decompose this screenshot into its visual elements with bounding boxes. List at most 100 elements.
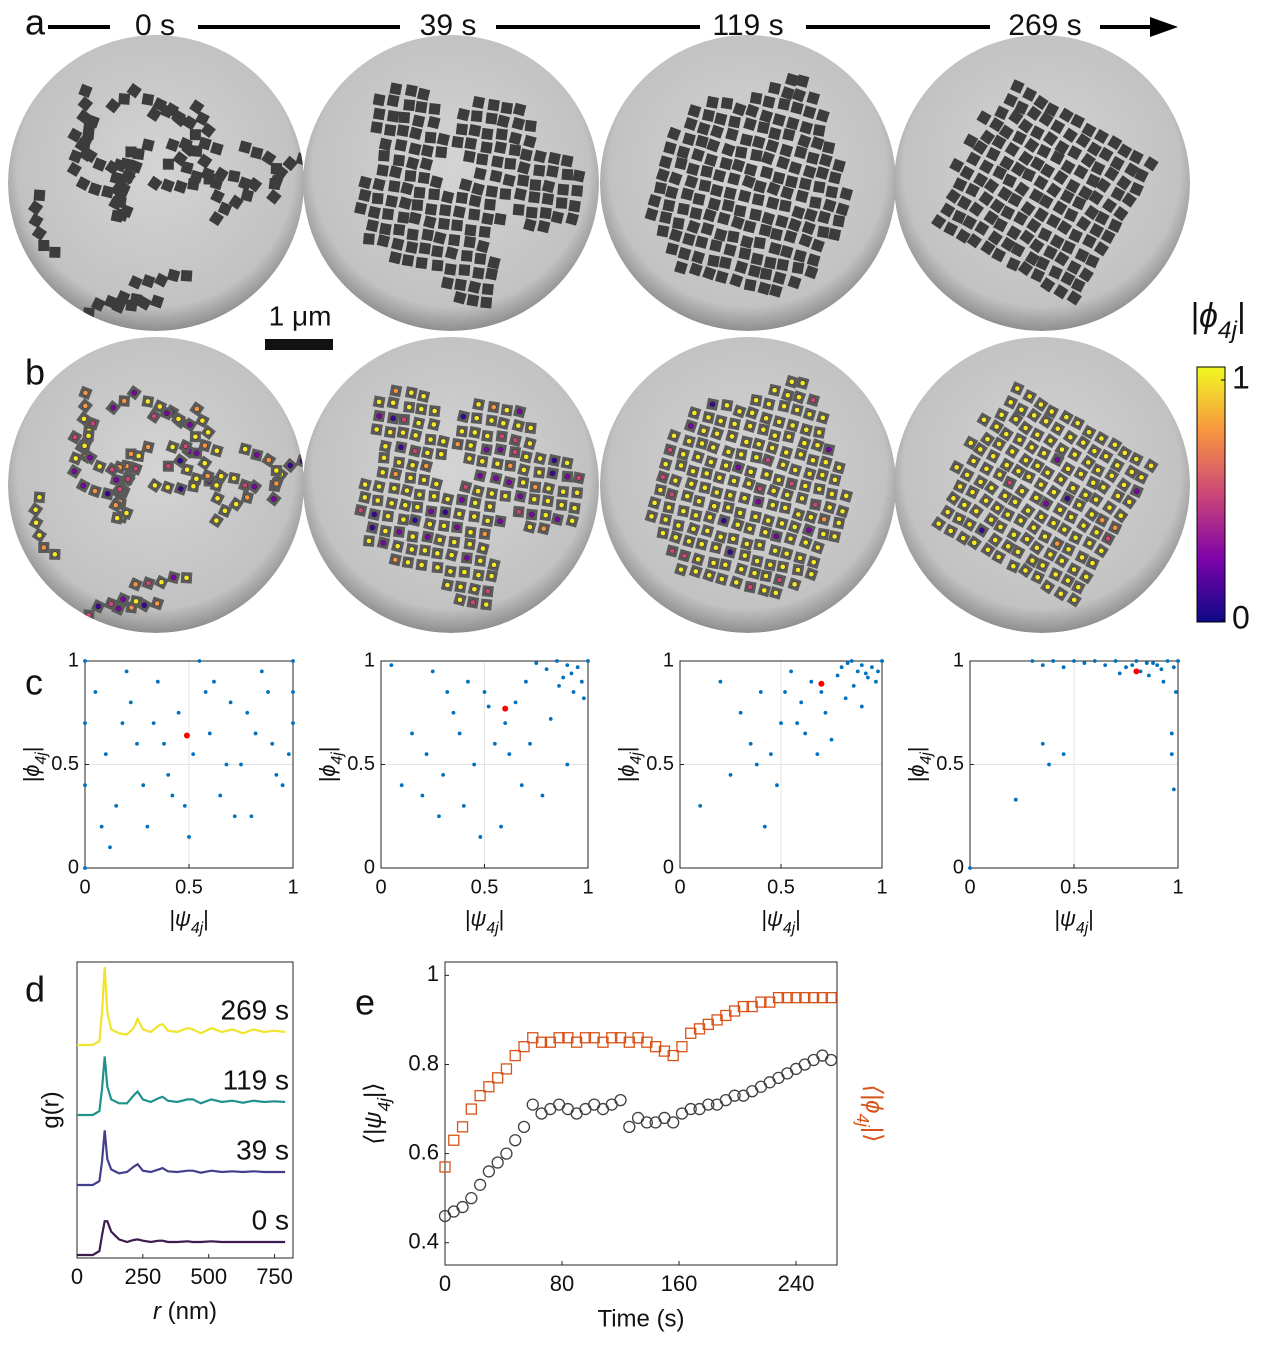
label-part: |ϕ [315, 765, 340, 783]
order-dot [435, 551, 440, 556]
order-dot [699, 542, 704, 547]
data-point [291, 690, 295, 694]
series-label: 119 s [223, 1064, 289, 1095]
order-dot [797, 555, 802, 560]
order-dot [754, 398, 759, 403]
order-dot [820, 472, 825, 477]
y-tick-label: 0 [364, 856, 375, 878]
order-dot [491, 405, 496, 410]
order-dot [1062, 527, 1067, 532]
order-dot [413, 433, 418, 438]
order-dot [485, 589, 490, 594]
nanocube [451, 219, 463, 231]
order-dot [1023, 425, 1028, 430]
data-point [968, 866, 972, 870]
order-dot [391, 400, 396, 405]
order-dot [445, 582, 450, 587]
data-point [250, 814, 254, 818]
nanocube [561, 154, 574, 167]
order-dot [957, 484, 962, 489]
order-dot [485, 433, 490, 438]
order-dot [375, 498, 380, 503]
order-dot [809, 572, 814, 577]
nanocube [474, 253, 486, 265]
order-dot [681, 509, 686, 514]
order-dot [813, 502, 818, 507]
data-point [719, 680, 723, 684]
order-dot [696, 557, 701, 562]
data-point [555, 659, 559, 663]
order-dot [400, 430, 405, 435]
data-point [809, 680, 813, 684]
order-dot [764, 416, 769, 421]
x-tick-label: 0.5 [471, 876, 499, 898]
order-dot [435, 565, 440, 570]
order-dot [476, 402, 481, 407]
order-dot [829, 491, 834, 496]
data-point [94, 690, 98, 694]
order-dot [145, 444, 150, 449]
x-tick-label: 160 [661, 1271, 698, 1296]
order-dot [183, 444, 188, 449]
nanocube [662, 199, 675, 212]
order-dot [110, 467, 115, 472]
order-dot [478, 473, 483, 478]
order-dot [252, 484, 257, 489]
nanocube [412, 115, 425, 128]
order-dot [717, 475, 722, 480]
order-dot [421, 477, 426, 482]
order-dot [826, 447, 831, 452]
nanocube [548, 152, 561, 165]
order-dot [1029, 445, 1034, 450]
nanocube [657, 225, 670, 238]
order-dot [425, 450, 430, 455]
nanocube [421, 229, 434, 242]
order-dot [771, 488, 776, 493]
order-dot [1023, 458, 1028, 463]
order-dot [800, 381, 805, 386]
data-point [582, 696, 586, 700]
order-dot [425, 534, 430, 539]
data-point [183, 804, 187, 808]
nanocube [779, 199, 792, 212]
order-dot [366, 538, 371, 543]
order-dot [770, 445, 775, 450]
order-dot [243, 447, 248, 452]
order-dot [789, 481, 794, 486]
nanocube [439, 204, 451, 216]
order-dot [377, 413, 382, 418]
label-part: | [499, 906, 505, 931]
nanocube [181, 270, 193, 282]
order-dot [713, 545, 718, 550]
order-dot [448, 569, 453, 574]
order-dot [271, 496, 276, 501]
data-point [763, 825, 767, 829]
nanocube [372, 193, 384, 205]
order-dot [811, 560, 816, 565]
order-dot [300, 459, 305, 464]
order-dot [649, 514, 654, 519]
order-dot [974, 509, 979, 514]
order-dot [480, 546, 485, 551]
nanocube [727, 230, 740, 243]
order-dot [996, 554, 1001, 559]
x-axis-label: |ψ4j| [761, 906, 801, 937]
order-dot [688, 423, 693, 428]
order-dot [1148, 463, 1153, 468]
nanocube [228, 170, 241, 183]
nanocube [431, 245, 443, 257]
order-dot [1015, 549, 1020, 554]
data-point [499, 825, 503, 829]
order-dot [408, 475, 413, 480]
order-dot [467, 456, 472, 461]
order-dot [90, 421, 95, 426]
order-dot [1058, 591, 1063, 596]
order-dot [961, 536, 966, 541]
data-point [156, 680, 160, 684]
nanocube [749, 208, 762, 221]
x-tick-label: 0 [674, 876, 685, 898]
nanocube [735, 146, 748, 159]
order-dot [840, 509, 845, 514]
order-dot [1007, 480, 1012, 485]
label-part: | [1237, 297, 1246, 335]
